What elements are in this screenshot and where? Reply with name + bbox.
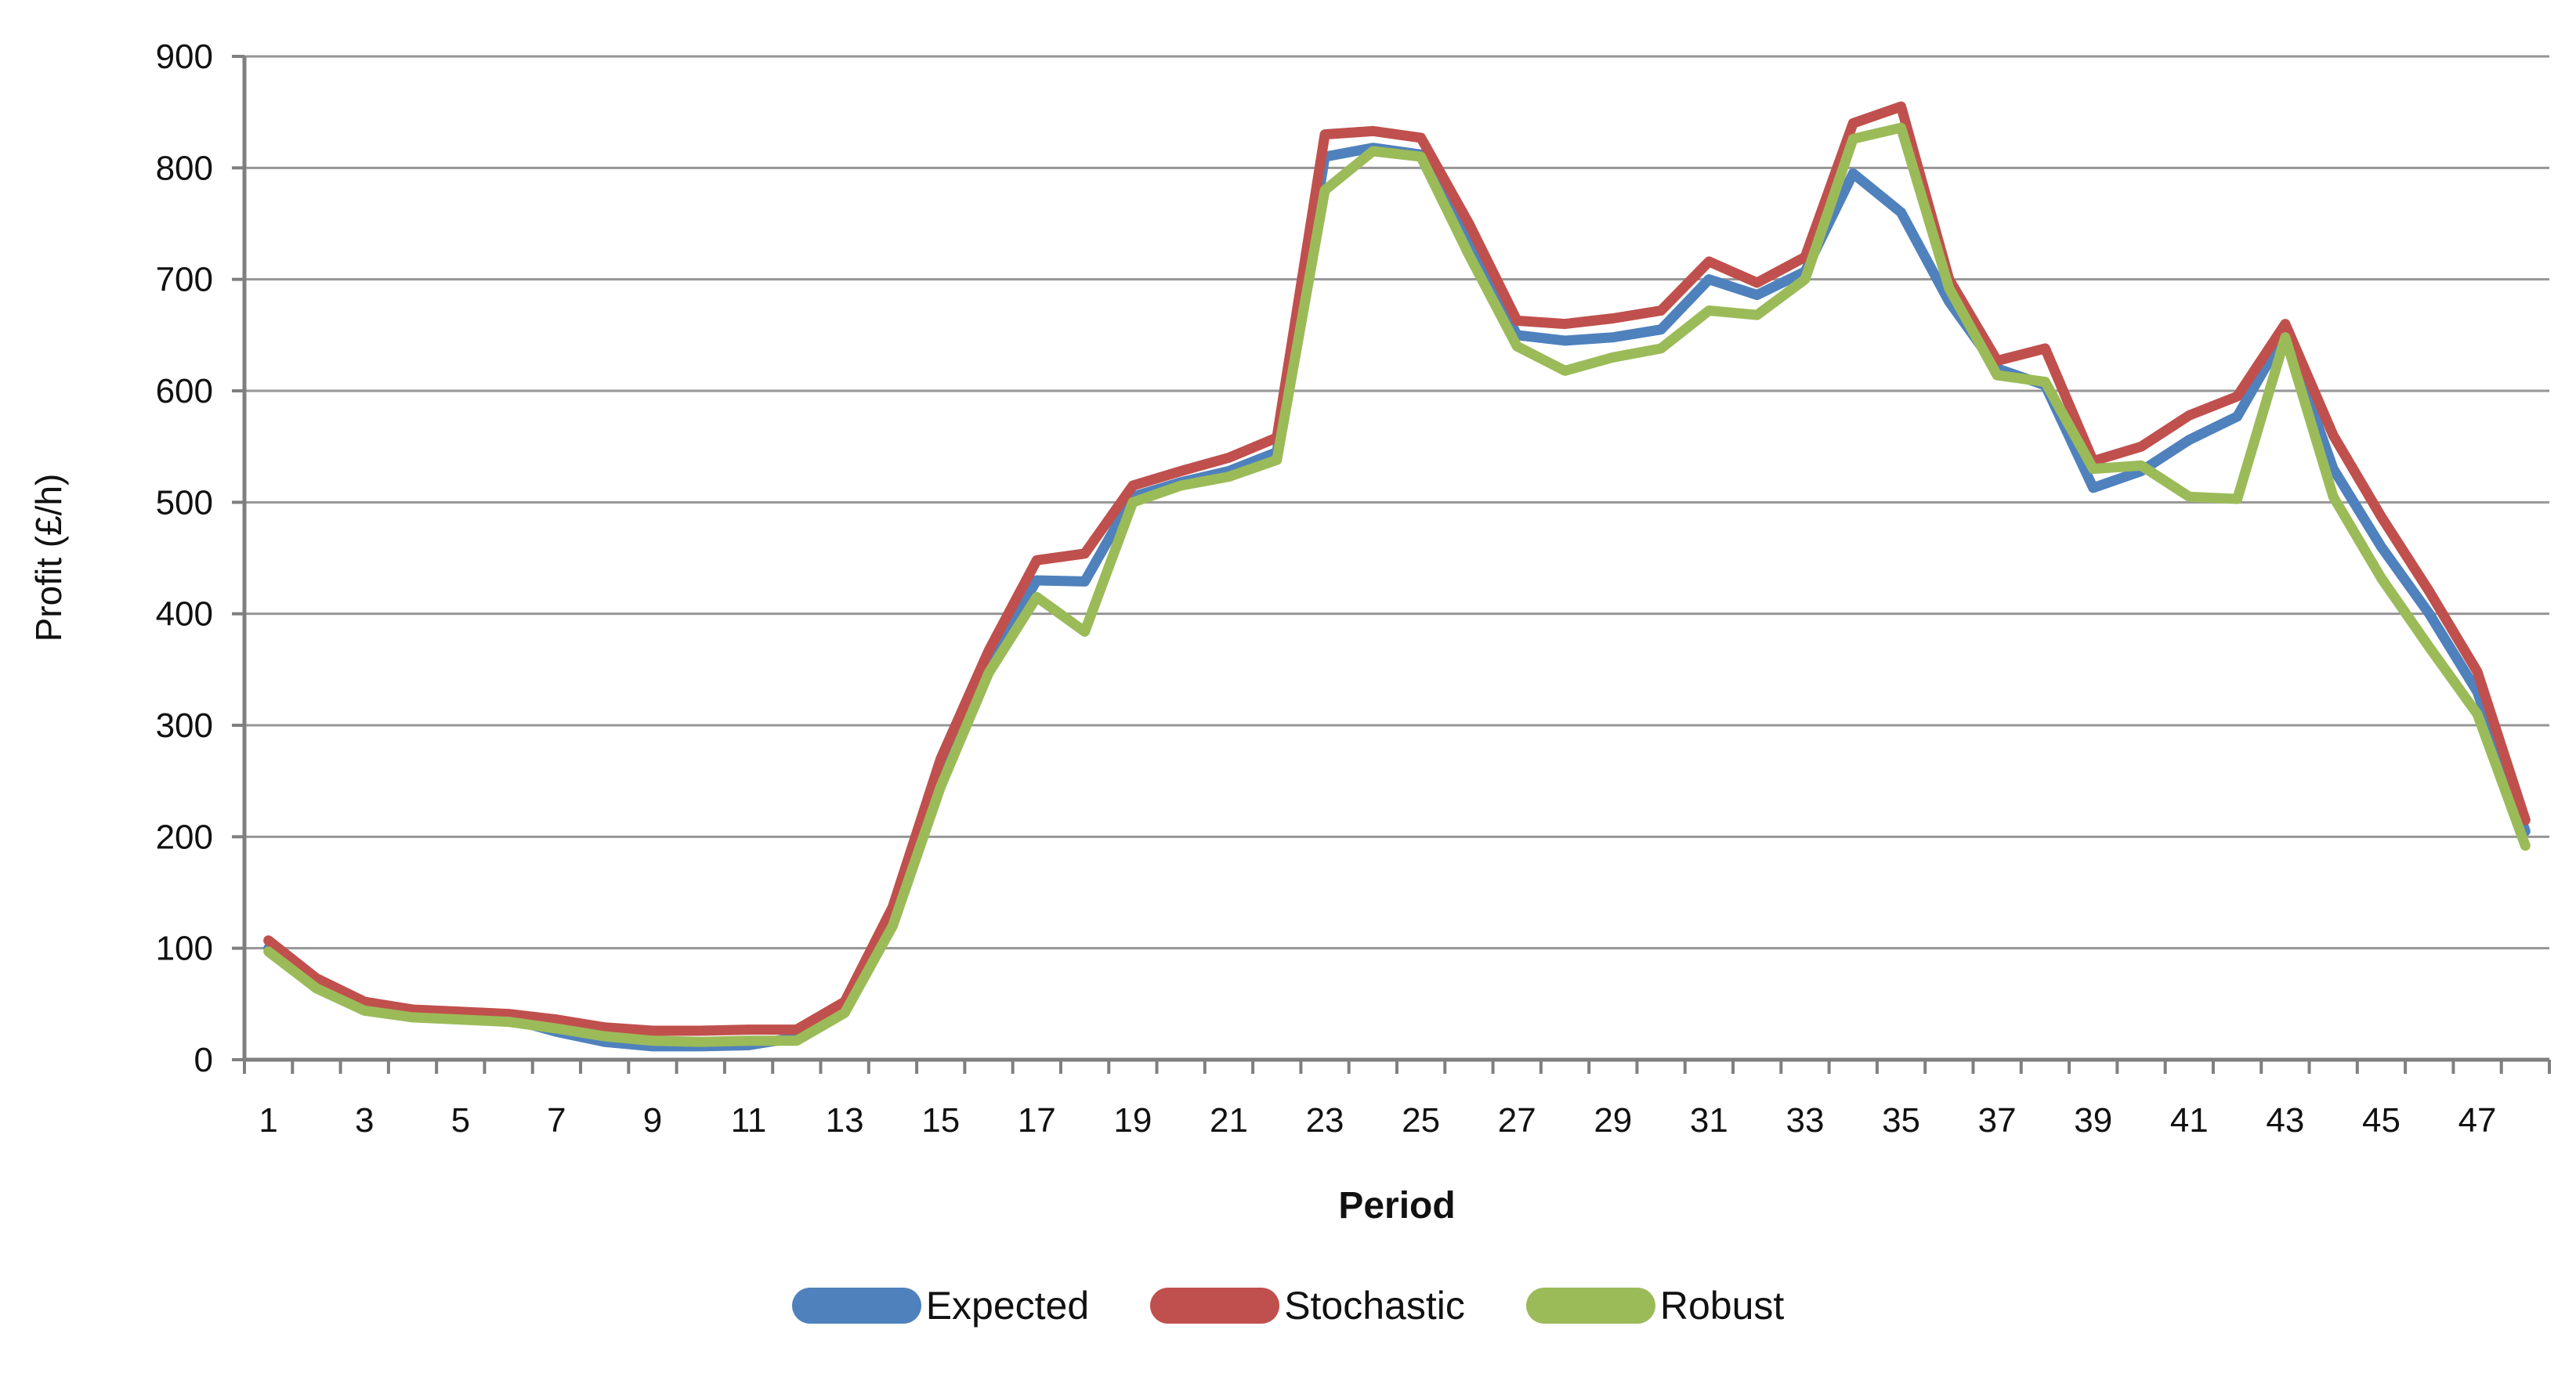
legend-swatch-robust bbox=[1525, 1288, 1655, 1324]
y-tick-label-100: 100 bbox=[156, 930, 213, 968]
y-tick-label-400: 400 bbox=[156, 595, 213, 634]
y-tick-label-0: 0 bbox=[194, 1041, 213, 1079]
legend-swatch-stochastic bbox=[1150, 1288, 1280, 1324]
legend-item-robust: Robust bbox=[1525, 1283, 1785, 1328]
legend-item-expected: Expected bbox=[791, 1283, 1090, 1328]
legend-swatch-expected bbox=[791, 1288, 921, 1324]
y-tick-label-500: 500 bbox=[156, 483, 213, 522]
x-tick-label-1: 1 bbox=[259, 1101, 277, 1140]
x-tick-label-47: 47 bbox=[2458, 1101, 2497, 1140]
y-tick-label-600: 600 bbox=[156, 372, 213, 410]
x-tick-label-9: 9 bbox=[643, 1101, 662, 1140]
series-line-expected bbox=[263, 143, 2531, 1052]
x-tick-label-29: 29 bbox=[1594, 1101, 1632, 1140]
x-tick-label-7: 7 bbox=[547, 1101, 566, 1140]
x-tick-label-37: 37 bbox=[1978, 1101, 2017, 1140]
x-tick-label-45: 45 bbox=[2362, 1101, 2401, 1140]
legend: Expected Stochastic Robust bbox=[0, 1283, 2576, 1328]
y-axis-title: Profit (£/h) bbox=[28, 473, 69, 642]
x-tick-label-41: 41 bbox=[2170, 1101, 2209, 1140]
series-line-robust bbox=[263, 122, 2531, 1047]
x-tick-label-39: 39 bbox=[2074, 1101, 2112, 1140]
x-tick-label-15: 15 bbox=[921, 1101, 960, 1140]
legend-label-expected: Expected bbox=[925, 1284, 1090, 1328]
x-tick-label-31: 31 bbox=[1690, 1101, 1728, 1140]
x-tick-label-21: 21 bbox=[1210, 1101, 1248, 1140]
x-tick-label-35: 35 bbox=[1882, 1101, 1920, 1140]
y-tick-label-800: 800 bbox=[156, 149, 213, 187]
x-tick-label-17: 17 bbox=[1018, 1101, 1056, 1140]
y-tick-label-900: 900 bbox=[156, 38, 213, 76]
x-tick-label-3: 3 bbox=[355, 1101, 374, 1140]
legend-label-stochastic: Stochastic bbox=[1284, 1284, 1465, 1328]
x-tick-label-11: 11 bbox=[731, 1101, 767, 1140]
x-tick-label-43: 43 bbox=[2266, 1101, 2304, 1140]
x-tick-label-13: 13 bbox=[826, 1101, 864, 1140]
series-line-stochastic bbox=[263, 101, 2531, 1036]
x-axis-title: Period bbox=[1338, 1185, 1456, 1227]
y-tick-label-300: 300 bbox=[156, 706, 213, 745]
x-tick-label-23: 23 bbox=[1306, 1101, 1344, 1140]
legend-label-robust: Robust bbox=[1659, 1284, 1785, 1328]
legend-item-stochastic: Stochastic bbox=[1150, 1283, 1465, 1328]
x-tick-label-33: 33 bbox=[1786, 1101, 1825, 1140]
y-tick-label-200: 200 bbox=[156, 818, 213, 856]
x-tick-label-27: 27 bbox=[1498, 1101, 1536, 1140]
y-tick-label-700: 700 bbox=[156, 261, 213, 299]
x-tick-label-5: 5 bbox=[451, 1101, 470, 1140]
x-tick-label-25: 25 bbox=[1402, 1101, 1440, 1140]
x-tick-label-19: 19 bbox=[1113, 1101, 1152, 1140]
